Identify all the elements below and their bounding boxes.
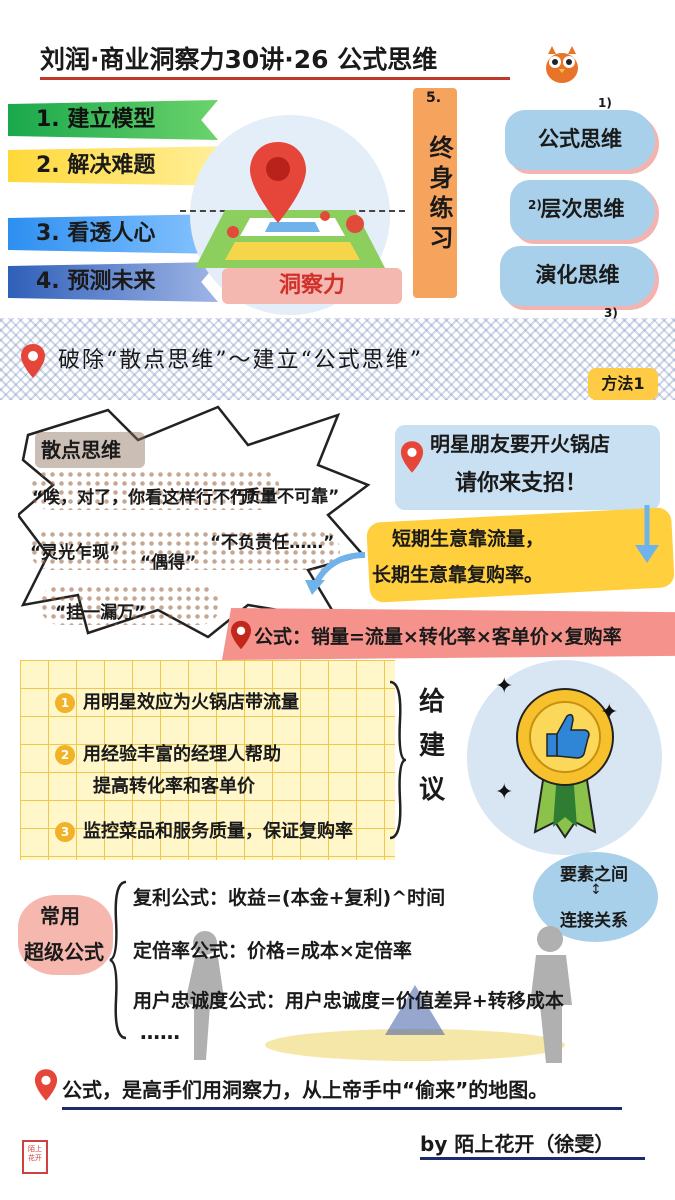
insight-label: 洞察力 [222, 268, 402, 304]
seal-stamp-icon: 陌上 花开 [22, 1140, 48, 1174]
step-predict-future: 4. 预测未来 [8, 262, 218, 302]
location-pin-icon [21, 344, 45, 378]
give-advice-label: 给建议 [418, 687, 445, 805]
method-tag: 方法1 [588, 368, 658, 400]
friend-request-line2: 请你来支招！ [455, 471, 588, 496]
scatter-quote: “质量不可靠” [232, 487, 340, 507]
advice-item: 3 监控菜品和服务质量，保证复购率 [55, 817, 353, 843]
long-term-repurchase: 长期生意靠复购率。 [372, 564, 544, 586]
ellipsis: …… [140, 1020, 180, 1044]
advice-text: 监控菜品和服务质量，保证复购率 [83, 821, 353, 842]
step-build-model: 1. 建立模型 [8, 100, 218, 140]
bubble-number: 1) [598, 96, 612, 110]
friend-request-line1: 明星朋友要开火锅店 [430, 432, 610, 456]
advice-item: 1 用明星效应为火锅店带流量 [55, 688, 299, 714]
page-title: 刘润·商业洞察力30讲·26 公式思维 [40, 40, 510, 80]
common-formulas-badge [18, 895, 113, 975]
bubble-number: 3) [604, 306, 618, 320]
right-brace [389, 680, 406, 840]
compound-interest-formula: 复利公式：收益=(本金+复利)^时间 [133, 887, 446, 909]
sparkle-icon: ✦ [600, 700, 619, 725]
banner-break-scatter: 破除“散点思维”～建立“公式思维” [58, 348, 423, 373]
advice-text-continued: 提高转化率和客单价 [93, 776, 255, 797]
location-pin-icon [34, 1069, 58, 1101]
scatter-quote: “挂一漏万” [55, 603, 146, 623]
advice-item: 2 用经验丰富的经理人帮助 [55, 740, 281, 766]
scatter-dots [40, 585, 220, 625]
location-pin-icon [250, 142, 306, 223]
bubble-number: 2) [528, 198, 542, 212]
common-label: 常用 [40, 904, 80, 928]
location-pin-icon [400, 441, 424, 473]
scatter-quote: “唉，对了，你看这样行不行？” [32, 488, 276, 508]
scatter-quote: “灵光乍现” [30, 543, 121, 563]
scatter-quote: “不负责任……” [210, 533, 335, 553]
markup-ratio-formula: 定倍率公式：价格=成本×定倍率 [133, 940, 412, 962]
scribble-background [0, 318, 675, 400]
user-loyalty-formula: 用户忠诚度公式：用户忠诚度=价值差异+转移成本 [133, 990, 564, 1012]
down-arrow-icon [635, 505, 659, 563]
curved-arrow-icon [305, 552, 366, 595]
left-brace [109, 880, 127, 1040]
sparkle-icon: ✦ [495, 674, 514, 699]
bubble-formula-thinking: 公式思维 [505, 110, 655, 170]
short-long-box [366, 507, 675, 603]
map-illustration [195, 210, 385, 268]
friend-request-box [395, 425, 660, 510]
bubble-evolution-thinking: 演化思维 [500, 246, 655, 306]
author-byline: by 陌上花开（徐雯） [420, 1128, 645, 1160]
short-term-traffic: 短期生意靠流量， [392, 528, 545, 550]
location-pin-icon [231, 620, 251, 650]
practice-number: 5. [426, 90, 442, 106]
scatter-dots [30, 470, 280, 510]
thumbs-up-medal-icon [516, 688, 614, 839]
scatter-dots [30, 530, 340, 570]
scatter-thinking-title: 散点思维 [35, 432, 145, 468]
advice-text: 用明星效应为火锅店带流量 [83, 692, 299, 713]
advice-number: 1 [55, 693, 75, 713]
people-silhouette-illustration [185, 926, 572, 1063]
scatter-quote: “偶得” [140, 553, 197, 573]
up-down-arrow-icon: ↕ [590, 882, 602, 898]
bubble-layer-thinking: 层次思维 [510, 180, 655, 240]
advice-number: 3 [55, 822, 75, 842]
sparkle-icon: ✦ [495, 780, 514, 805]
elements-between: 要素之间 [560, 865, 628, 885]
advice-text: 用经验丰富的经理人帮助 [83, 744, 281, 765]
conclusion-text: 公式，是高手们用洞察力，从上帝手中“偷来”的地图。 [62, 1070, 622, 1110]
super-formula-label: 超级公式 [24, 940, 104, 964]
step-see-through-people: 3. 看透人心 [8, 214, 223, 254]
owl-mascot-icon [546, 46, 578, 83]
sales-formula: 公式：销量=流量×转化率×客单价×复购率 [254, 626, 622, 648]
connection-relation: 连接关系 [560, 911, 628, 931]
advice-grid-paper [20, 660, 395, 860]
lifelong-practice: 终身练习 [413, 88, 457, 298]
formula-bar [222, 608, 675, 660]
advice-number: 2 [55, 745, 75, 765]
